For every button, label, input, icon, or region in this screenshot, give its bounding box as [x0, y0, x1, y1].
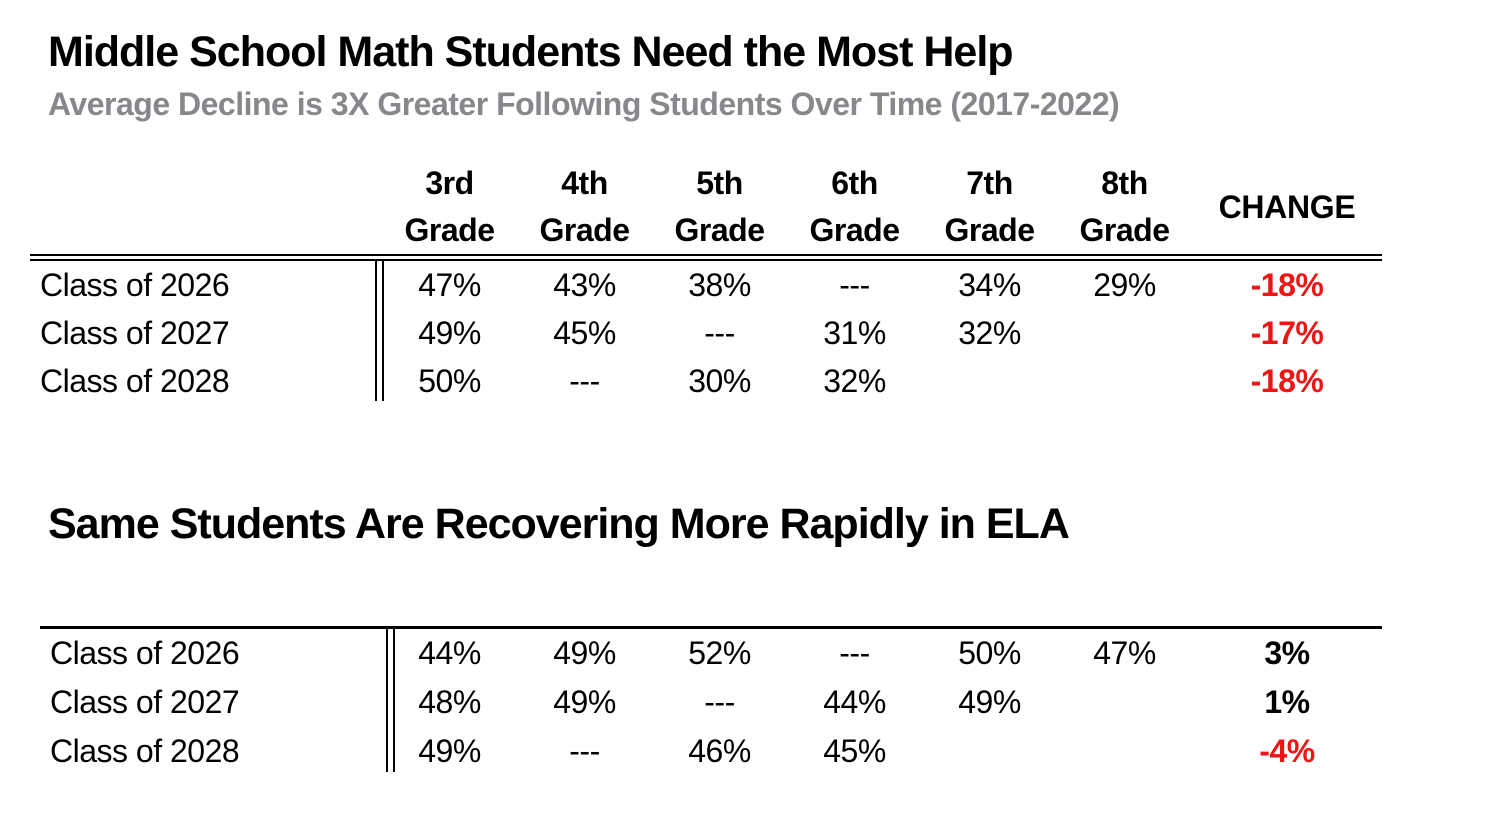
value-cell: 49%: [958, 684, 1021, 720]
ela-table-column-divider: [386, 629, 395, 772]
value-cell: 46%: [688, 733, 751, 769]
value-cell: ---: [704, 684, 735, 720]
value-cell: 29%: [1093, 266, 1156, 303]
change-value: -18%: [1250, 266, 1324, 303]
math-table: 3rd Grade 4th Grade 5th Grade 6th Grade …: [30, 160, 1382, 405]
column-header-5th-grade: 5th Grade: [652, 160, 787, 254]
header-bottom: Grade: [404, 212, 495, 248]
math-table-top-rule: [30, 254, 1382, 261]
table-row: Class of 2027 48% 49% --- 44% 49% 1%: [30, 678, 1382, 727]
column-header-4th-grade: 4th Grade: [517, 160, 652, 254]
header-top: 4th: [561, 165, 608, 201]
value-cell: 49%: [553, 684, 616, 720]
header-top: 6th: [831, 165, 878, 201]
header-top: 8th: [1101, 165, 1148, 201]
row-label: Class of 2028: [50, 733, 240, 769]
change-value: -17%: [1250, 314, 1324, 351]
change-value: -18%: [1250, 362, 1324, 399]
column-header-change: CHANGE: [1218, 188, 1356, 225]
value-cell: 31%: [823, 314, 886, 351]
column-header-6th-grade: 6th Grade: [787, 160, 922, 254]
value-cell: 50%: [418, 362, 481, 399]
table-row: Class of 2028 49% --- 46% 45% -4%: [30, 727, 1382, 776]
math-table-column-divider: [375, 261, 384, 401]
change-value: 1%: [1264, 684, 1310, 720]
column-header-8th-grade: 8th Grade: [1057, 160, 1192, 254]
value-cell: 44%: [823, 684, 886, 720]
value-cell: 45%: [553, 314, 616, 351]
table-row: Class of 2026 44% 49% 52% --- 50% 47% 3%: [30, 629, 1382, 678]
change-value: -4%: [1259, 733, 1315, 769]
value-cell: 32%: [958, 314, 1021, 351]
header-bottom: Grade: [809, 212, 900, 248]
row-label: Class of 2026: [40, 266, 230, 303]
row-label: Class of 2026: [50, 635, 240, 671]
value-cell: ---: [569, 733, 600, 769]
table-row: Class of 2026 47% 43% 38% --- 34% 29% -1…: [30, 261, 1382, 309]
header-bottom: Grade: [674, 212, 765, 248]
math-section-title: Middle School Math Students Need the Mos…: [48, 28, 1014, 76]
value-cell: ---: [839, 635, 870, 671]
value-cell: 38%: [688, 266, 751, 303]
value-cell: ---: [839, 266, 870, 303]
header-bottom: Grade: [944, 212, 1035, 248]
value-cell: ---: [704, 314, 735, 351]
value-cell: 32%: [823, 362, 886, 399]
header-bottom: Grade: [539, 212, 630, 248]
column-header-7th-grade: 7th Grade: [922, 160, 1057, 254]
ela-table-top-rule: [40, 626, 1382, 629]
row-label: Class of 2027: [50, 684, 240, 720]
value-cell: 45%: [823, 733, 886, 769]
header-bottom: Grade: [1079, 212, 1170, 248]
value-cell: 47%: [418, 266, 481, 303]
table-row: Class of 2027 49% 45% --- 31% 32% -17%: [30, 309, 1382, 357]
value-cell: 50%: [958, 635, 1021, 671]
column-header-3rd-grade: 3rd Grade: [382, 160, 517, 254]
ela-table-body: Class of 2026 44% 49% 52% --- 50% 47% 3%…: [30, 629, 1382, 776]
math-table-body: Class of 2026 47% 43% 38% --- 34% 29% -1…: [30, 261, 1382, 405]
value-cell: 49%: [418, 314, 481, 351]
math-table-header-row: 3rd Grade 4th Grade 5th Grade 6th Grade …: [30, 160, 1382, 254]
math-section-subtitle: Average Decline is 3X Greater Following …: [48, 86, 1120, 122]
change-value: 3%: [1264, 635, 1310, 671]
value-cell: 49%: [553, 635, 616, 671]
value-cell: 52%: [688, 635, 751, 671]
value-cell: ---: [569, 362, 600, 399]
ela-table: Class of 2026 44% 49% 52% --- 50% 47% 3%…: [30, 626, 1382, 776]
header-top: 3rd: [425, 165, 474, 201]
row-label: Class of 2027: [40, 314, 230, 351]
value-cell: 30%: [688, 362, 751, 399]
ela-section-title: Same Students Are Recovering More Rapidl…: [48, 500, 1070, 548]
table-row: Class of 2028 50% --- 30% 32% -18%: [30, 357, 1382, 405]
value-cell: 49%: [418, 733, 481, 769]
header-top: 5th: [696, 165, 743, 201]
value-cell: 44%: [418, 635, 481, 671]
header-top: 7th: [966, 165, 1013, 201]
value-cell: 34%: [958, 266, 1021, 303]
row-label: Class of 2028: [40, 362, 230, 399]
value-cell: 48%: [418, 684, 481, 720]
value-cell: 47%: [1093, 635, 1156, 671]
value-cell: 43%: [553, 266, 616, 303]
